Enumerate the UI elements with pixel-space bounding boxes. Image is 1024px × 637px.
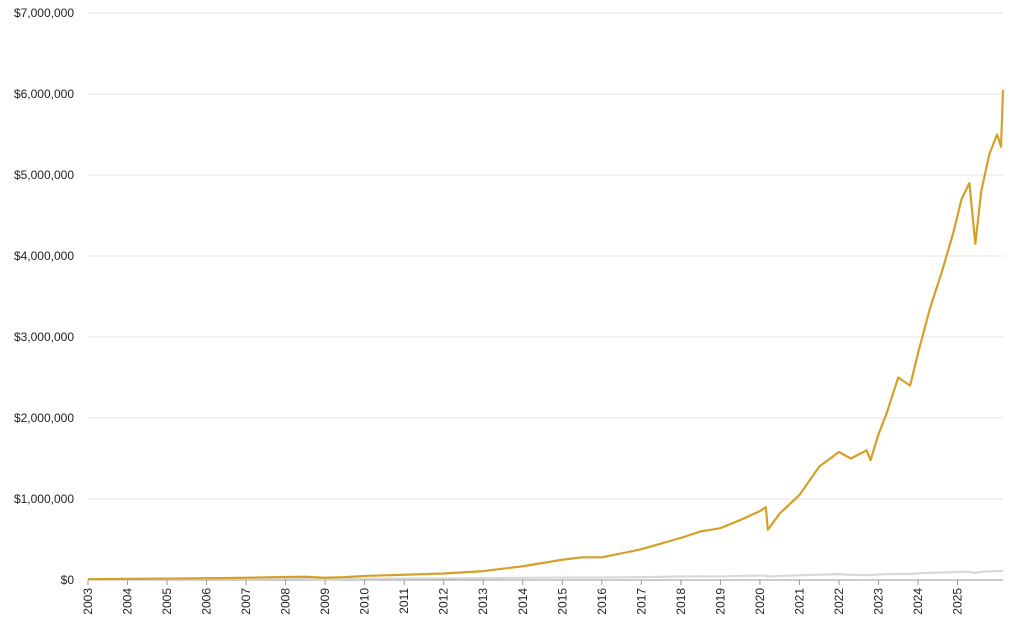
- x-tick-label: 2012: [437, 588, 451, 615]
- x-tick-label: 2010: [358, 588, 372, 615]
- x-tick-label: 2014: [516, 588, 530, 615]
- y-tick-label: $7,000,000: [14, 6, 74, 20]
- x-tick-label: 2007: [239, 588, 253, 615]
- x-tick-label: 2015: [555, 588, 569, 615]
- x-tick-label: 2022: [832, 588, 846, 615]
- x-tick-label: 2005: [160, 588, 174, 615]
- y-tick-label: $0: [61, 573, 75, 587]
- x-tick-label: 2013: [476, 588, 490, 615]
- x-tick-label: 2016: [595, 588, 609, 615]
- x-tick-label: 2024: [911, 588, 925, 615]
- x-tick-label: 2003: [81, 588, 95, 615]
- series-line: [87, 569, 1004, 581]
- x-tick-label: 2021: [792, 588, 806, 615]
- y-tick-label: $1,000,000: [14, 492, 74, 506]
- x-tick-label: 2008: [279, 588, 293, 615]
- y-tick-label: $5,000,000: [14, 168, 74, 182]
- x-tick-label: 2019: [713, 588, 727, 615]
- series-line: [87, 89, 1005, 581]
- x-tick-label: 2017: [634, 588, 648, 615]
- y-tick-label: $4,000,000: [14, 249, 74, 263]
- x-tick-label: 2025: [951, 588, 965, 615]
- x-tick-label: 2009: [318, 588, 332, 615]
- y-tick-label: $6,000,000: [14, 87, 74, 101]
- x-tick-label: 2020: [753, 588, 767, 615]
- y-tick-label: $2,000,000: [14, 411, 74, 425]
- x-tick-label: 2018: [674, 588, 688, 615]
- x-tick-label: 2006: [200, 588, 214, 615]
- x-tick-label: 2023: [871, 588, 885, 615]
- x-tick-label: 2011: [397, 588, 411, 614]
- y-tick-label: $3,000,000: [14, 330, 74, 344]
- x-tick-label: 2004: [121, 588, 135, 615]
